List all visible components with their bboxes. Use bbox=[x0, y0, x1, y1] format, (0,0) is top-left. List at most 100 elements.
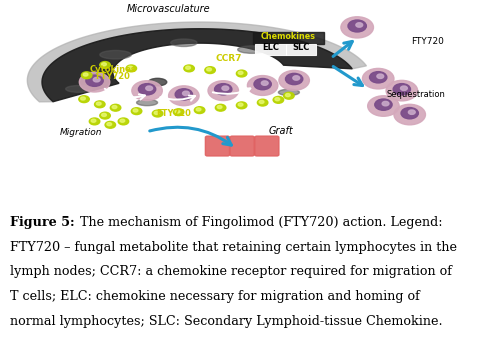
FancyBboxPatch shape bbox=[255, 136, 279, 156]
Ellipse shape bbox=[137, 100, 158, 106]
Circle shape bbox=[133, 109, 138, 112]
Circle shape bbox=[132, 81, 162, 101]
Circle shape bbox=[194, 107, 205, 114]
Circle shape bbox=[102, 114, 106, 116]
Circle shape bbox=[112, 106, 117, 109]
Text: Graft: Graft bbox=[268, 126, 293, 136]
Circle shape bbox=[107, 123, 112, 126]
Text: Sequestration: Sequestration bbox=[386, 91, 445, 100]
Circle shape bbox=[382, 101, 389, 106]
Text: The mechanism of Fingolimod (FTY720) action. Legend:: The mechanism of Fingolimod (FTY720) act… bbox=[76, 216, 443, 229]
Circle shape bbox=[370, 72, 387, 83]
Circle shape bbox=[173, 109, 184, 116]
Circle shape bbox=[152, 110, 163, 117]
Circle shape bbox=[175, 110, 180, 113]
Circle shape bbox=[81, 97, 85, 100]
Circle shape bbox=[120, 119, 125, 122]
Text: Microvasculature: Microvasculature bbox=[126, 4, 210, 14]
Text: CCR7: CCR7 bbox=[215, 54, 242, 63]
Circle shape bbox=[93, 77, 100, 82]
Text: T cells; ELC: chemokine necessary for migration and homing of: T cells; ELC: chemokine necessary for mi… bbox=[10, 290, 420, 303]
Circle shape bbox=[394, 104, 426, 125]
Circle shape bbox=[208, 81, 239, 101]
Circle shape bbox=[79, 72, 110, 92]
Circle shape bbox=[283, 92, 294, 99]
Circle shape bbox=[128, 66, 133, 69]
Circle shape bbox=[254, 79, 271, 90]
Circle shape bbox=[86, 75, 103, 87]
FancyBboxPatch shape bbox=[206, 136, 230, 156]
Circle shape bbox=[217, 106, 222, 109]
Circle shape bbox=[186, 66, 191, 69]
Circle shape bbox=[401, 86, 407, 91]
Circle shape bbox=[216, 104, 226, 111]
Circle shape bbox=[89, 118, 100, 125]
Text: lymph nodes; CCR7: a chemokine receptor required for migration of: lymph nodes; CCR7: a chemokine receptor … bbox=[10, 265, 452, 278]
Text: ELC: ELC bbox=[262, 43, 279, 52]
Circle shape bbox=[146, 86, 153, 91]
Ellipse shape bbox=[238, 46, 266, 53]
Circle shape bbox=[169, 86, 199, 106]
Circle shape bbox=[100, 62, 110, 68]
Circle shape bbox=[375, 99, 392, 110]
Text: Cytokines: Cytokines bbox=[89, 65, 136, 74]
Text: FTY720: FTY720 bbox=[156, 109, 191, 118]
Circle shape bbox=[348, 20, 366, 32]
Text: FTY720: FTY720 bbox=[411, 38, 444, 47]
Text: Chemokines: Chemokines bbox=[261, 32, 316, 41]
Ellipse shape bbox=[171, 39, 197, 47]
Polygon shape bbox=[42, 29, 352, 102]
Circle shape bbox=[83, 73, 88, 76]
Circle shape bbox=[215, 84, 232, 95]
Circle shape bbox=[248, 76, 278, 95]
Circle shape bbox=[183, 91, 189, 96]
FancyBboxPatch shape bbox=[253, 32, 323, 44]
Circle shape bbox=[279, 70, 309, 90]
Text: FTY720: FTY720 bbox=[95, 73, 130, 81]
Circle shape bbox=[184, 65, 194, 72]
Circle shape bbox=[285, 94, 290, 97]
Circle shape bbox=[238, 103, 243, 106]
Circle shape bbox=[118, 118, 129, 125]
Circle shape bbox=[275, 98, 280, 101]
Text: FTY720 – fungal metabolite that retaining certain lymphocytes in the: FTY720 – fungal metabolite that retainin… bbox=[10, 241, 457, 254]
Circle shape bbox=[356, 23, 363, 27]
Circle shape bbox=[285, 74, 303, 84]
Circle shape bbox=[96, 102, 101, 105]
Polygon shape bbox=[27, 22, 366, 102]
Text: Figure 5:: Figure 5: bbox=[10, 216, 75, 229]
Ellipse shape bbox=[66, 86, 92, 92]
Circle shape bbox=[105, 121, 116, 128]
Circle shape bbox=[393, 84, 411, 95]
Circle shape bbox=[154, 111, 159, 114]
Circle shape bbox=[81, 72, 92, 79]
Text: Migration: Migration bbox=[60, 128, 103, 137]
Circle shape bbox=[386, 80, 418, 101]
Circle shape bbox=[273, 96, 283, 103]
Circle shape bbox=[138, 84, 156, 95]
Circle shape bbox=[368, 96, 399, 116]
Ellipse shape bbox=[148, 78, 167, 86]
Circle shape bbox=[110, 104, 121, 111]
Circle shape bbox=[79, 96, 89, 103]
FancyBboxPatch shape bbox=[230, 136, 254, 156]
Circle shape bbox=[237, 70, 247, 77]
Ellipse shape bbox=[278, 89, 299, 95]
Circle shape bbox=[261, 81, 268, 86]
Circle shape bbox=[94, 101, 105, 108]
Circle shape bbox=[341, 17, 373, 38]
Circle shape bbox=[131, 108, 142, 115]
Ellipse shape bbox=[100, 51, 131, 59]
Text: SLC: SLC bbox=[292, 43, 310, 52]
Circle shape bbox=[293, 76, 300, 80]
FancyBboxPatch shape bbox=[255, 44, 286, 55]
FancyBboxPatch shape bbox=[286, 44, 316, 55]
Circle shape bbox=[196, 108, 201, 111]
Circle shape bbox=[222, 86, 229, 91]
Circle shape bbox=[175, 89, 193, 100]
Circle shape bbox=[377, 74, 384, 79]
Circle shape bbox=[238, 71, 243, 75]
Circle shape bbox=[408, 110, 415, 114]
Circle shape bbox=[100, 112, 110, 119]
Circle shape bbox=[102, 63, 106, 66]
